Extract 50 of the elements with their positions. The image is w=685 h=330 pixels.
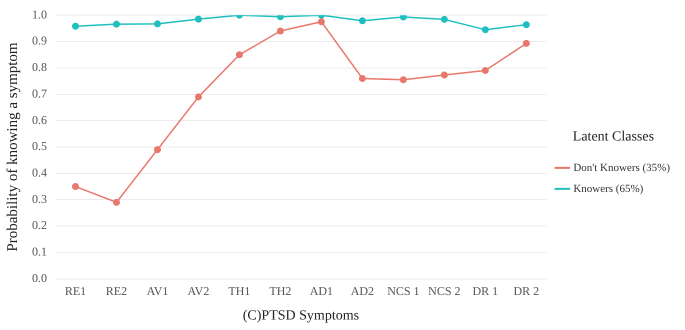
x-tick-label: AD2 [350, 284, 374, 298]
legend-label: Don't Knowers (35%) [573, 162, 670, 174]
x-tick-label: NCS 1 [387, 284, 420, 298]
x-tick-label: RE1 [64, 284, 86, 298]
y-tick-label: 0.4 [32, 166, 47, 180]
point [194, 93, 202, 100]
x-tick-label: NCS 2 [428, 284, 461, 298]
point [400, 15, 407, 21]
y-tick-label: 0.1 [32, 244, 47, 259]
legend-title: Latent Classes [572, 129, 654, 144]
point [72, 22, 79, 30]
point [112, 198, 120, 206]
x-tick-label: AD1 [310, 284, 334, 298]
y-tick-label: 0.7 [32, 86, 47, 100]
point [358, 17, 366, 24]
y-tick-label: 0.0 [32, 270, 47, 285]
x-tick-label: DR 2 [513, 284, 540, 298]
point [318, 18, 325, 26]
y-tick-label: 0.2 [32, 218, 47, 232]
y-tick-label: 1.0 [32, 7, 47, 22]
point [112, 20, 120, 28]
point [276, 28, 284, 35]
y-axis-title: Probability of knowing a symptom [4, 42, 21, 252]
x-axis-title: (C)PTSD Symptoms [242, 308, 360, 324]
point [154, 146, 161, 154]
legend-label: Knowers (65%) [573, 182, 644, 195]
point [400, 76, 407, 84]
point [522, 40, 530, 47]
point [358, 74, 366, 82]
x-tick-label: TH1 [228, 284, 250, 298]
y-tick-label: 0.8 [32, 60, 47, 74]
point [236, 51, 243, 58]
point [440, 72, 448, 79]
point [72, 183, 79, 190]
y-tick-label: 0.3 [32, 192, 47, 206]
y-tick-label: 0.6 [32, 112, 47, 127]
x-tick-label: AV2 [188, 284, 210, 298]
point [440, 16, 448, 23]
point [276, 15, 284, 20]
x-tick-label: AV1 [146, 284, 168, 298]
point [154, 20, 161, 28]
y-tick-label: 0.9 [32, 34, 47, 48]
x-tick-label: TH2 [269, 284, 292, 298]
point [522, 21, 530, 28]
point [482, 26, 489, 34]
point [194, 16, 202, 23]
x-tick-label: RE2 [106, 284, 128, 298]
x-tick-label: DR 1 [472, 284, 498, 298]
y-tick-label: 0.5 [32, 139, 47, 154]
point [482, 67, 489, 74]
